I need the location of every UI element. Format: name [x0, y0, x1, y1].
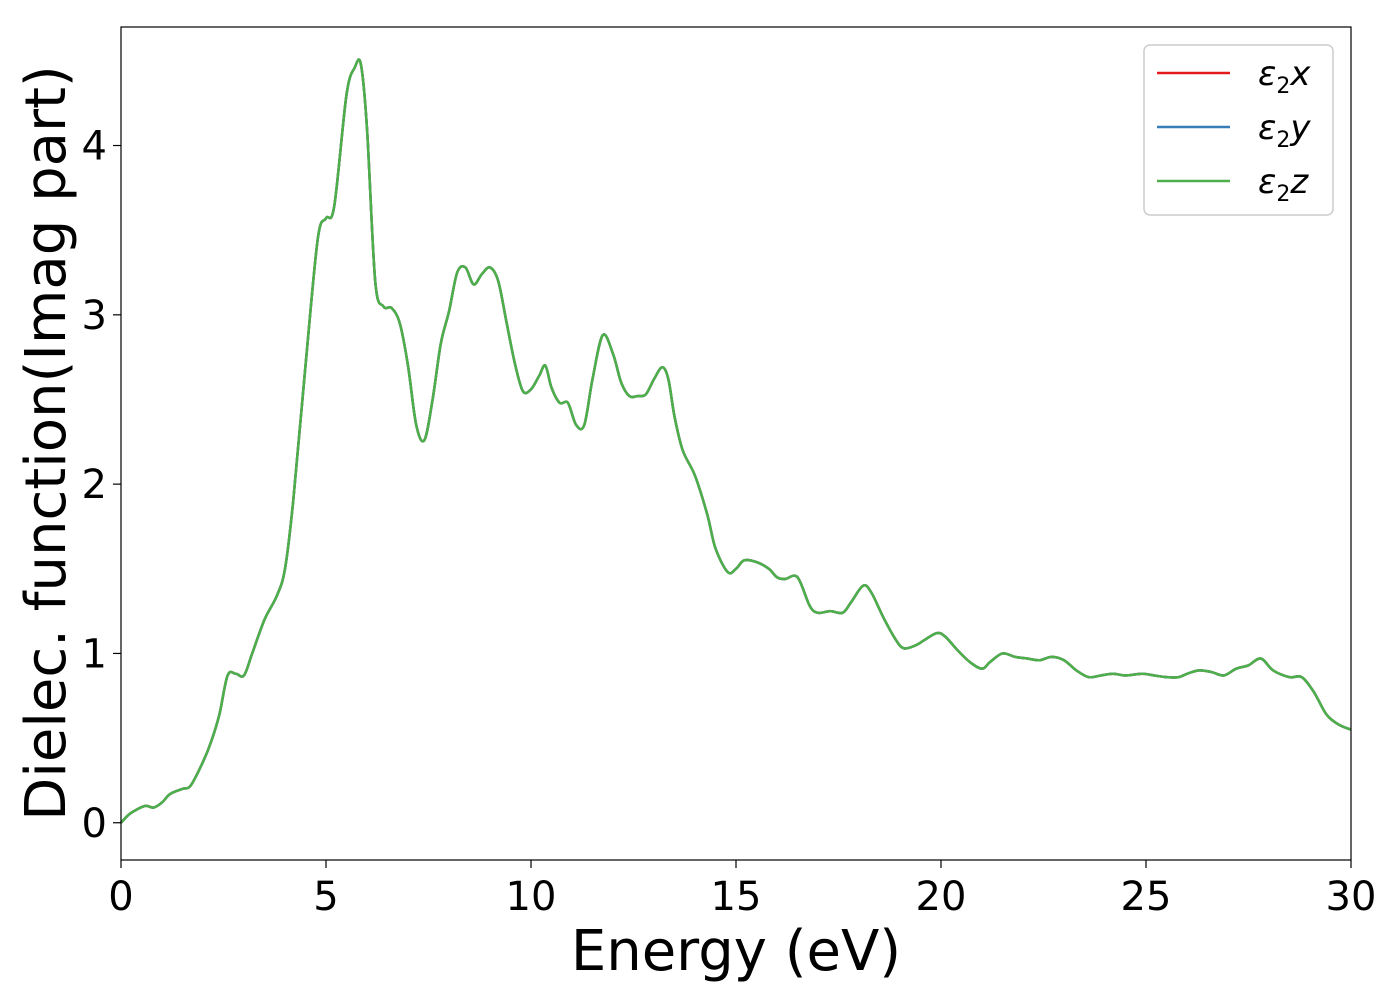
x-tick-label: 0	[108, 874, 133, 920]
series-layer	[120, 58, 1352, 824]
y-axis-ticks: 0 1 2 3 4	[82, 124, 121, 847]
x-axis-title: Energy (eV)	[571, 919, 901, 984]
y-axis-title: Dielec. function(Imag part)	[14, 65, 79, 821]
legend-box	[1143, 44, 1334, 216]
y-tick-label: 0	[82, 801, 107, 847]
y-tick-label: 4	[82, 124, 107, 170]
x-tick-label: 5	[313, 874, 338, 920]
y-tick-label: 1	[82, 631, 107, 677]
x-tick-label: 20	[916, 874, 967, 920]
legend-label-y: ε2y	[1258, 108, 1311, 153]
x-axis-ticks: 0 5 10 15 20 25 30	[108, 860, 1376, 920]
y-tick-label: 3	[82, 293, 107, 339]
x-tick-label: 30	[1326, 874, 1377, 920]
legend: ε2x ε2y ε2z	[1143, 44, 1334, 216]
y-tick-label: 2	[82, 462, 107, 508]
series-line-z	[120, 58, 1352, 824]
x-tick-label: 10	[506, 874, 557, 920]
x-tick-label: 25	[1121, 874, 1172, 920]
x-tick-label: 15	[711, 874, 762, 920]
